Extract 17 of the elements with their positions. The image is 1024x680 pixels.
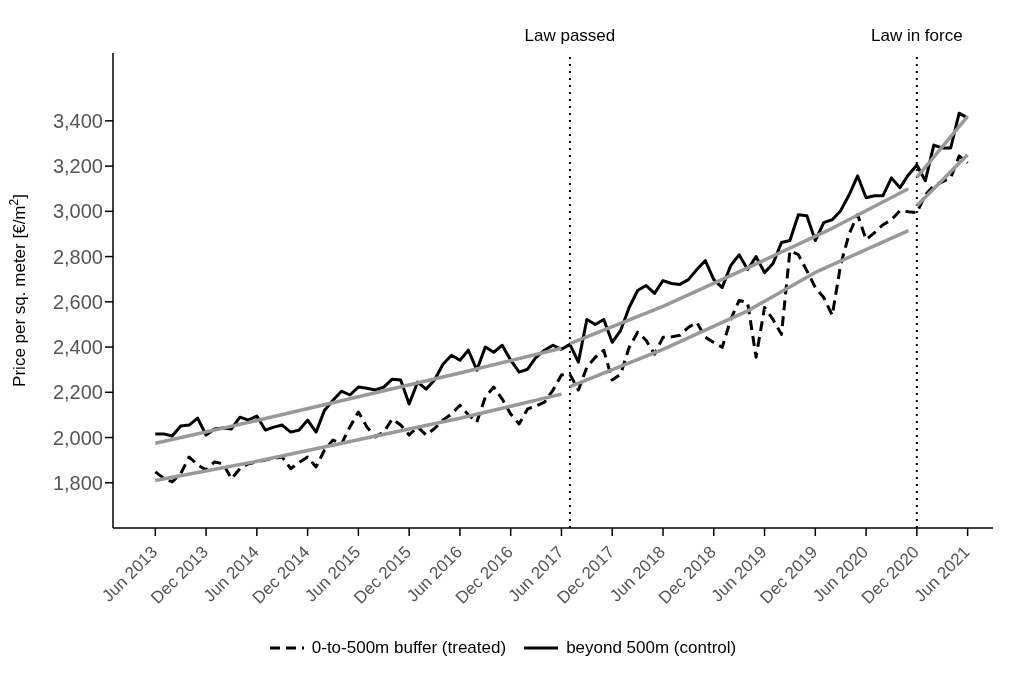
y-tick-label: 2,800 (52, 245, 103, 268)
y-tick-label: 1,800 (52, 471, 103, 494)
ref-line-label: Law passed (524, 26, 616, 45)
y-tick-label: 2,600 (52, 290, 103, 313)
legend-label: beyond 500m (control) (566, 638, 737, 658)
ref-line-label: Law in force (871, 26, 963, 45)
y-tick-label: 2,400 (52, 336, 103, 359)
line-series (568, 186, 911, 346)
legend-label: 0-to-500m buffer (treated) (311, 638, 507, 658)
line-series (153, 392, 564, 483)
line-series (153, 346, 564, 445)
y-tick-label: 2,200 (52, 381, 103, 404)
y-tick-label: 3,000 (52, 200, 103, 223)
line-series (568, 228, 911, 389)
y-tick-label: 3,400 (52, 109, 103, 132)
y-tick-label: 2,000 (52, 426, 103, 449)
y-tick-label: 3,200 (52, 155, 103, 178)
